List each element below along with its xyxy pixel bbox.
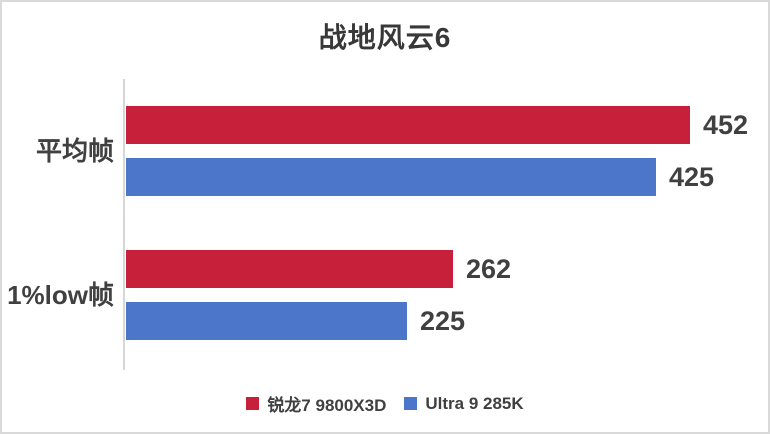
legend: 锐龙7 9800X3D Ultra 9 285K [2, 391, 768, 416]
value-label: 225 [420, 306, 466, 336]
category-label: 1%low帧 [7, 280, 114, 310]
chart-title: 战地风云6 [318, 22, 452, 53]
legend-label: 锐龙7 9800X3D [267, 396, 387, 415]
legend-item: 锐龙7 9800X3D [246, 391, 386, 416]
bar-series2-cat1 [126, 158, 656, 196]
value-label: 425 [669, 162, 715, 192]
legend-item: Ultra 9 285K [404, 393, 524, 414]
legend-swatch-icon [404, 397, 418, 410]
bar-series1-cat1 [126, 106, 690, 144]
category-label: 平均帧 [35, 136, 114, 166]
value-label: 452 [703, 110, 749, 140]
value-label: 262 [466, 254, 512, 284]
legend-label: Ultra 9 285K [425, 393, 524, 413]
legend-swatch-icon [246, 397, 260, 410]
bar-series1-cat2 [126, 250, 453, 288]
bar-series2-cat2 [126, 302, 407, 340]
y-axis-line [123, 79, 125, 370]
